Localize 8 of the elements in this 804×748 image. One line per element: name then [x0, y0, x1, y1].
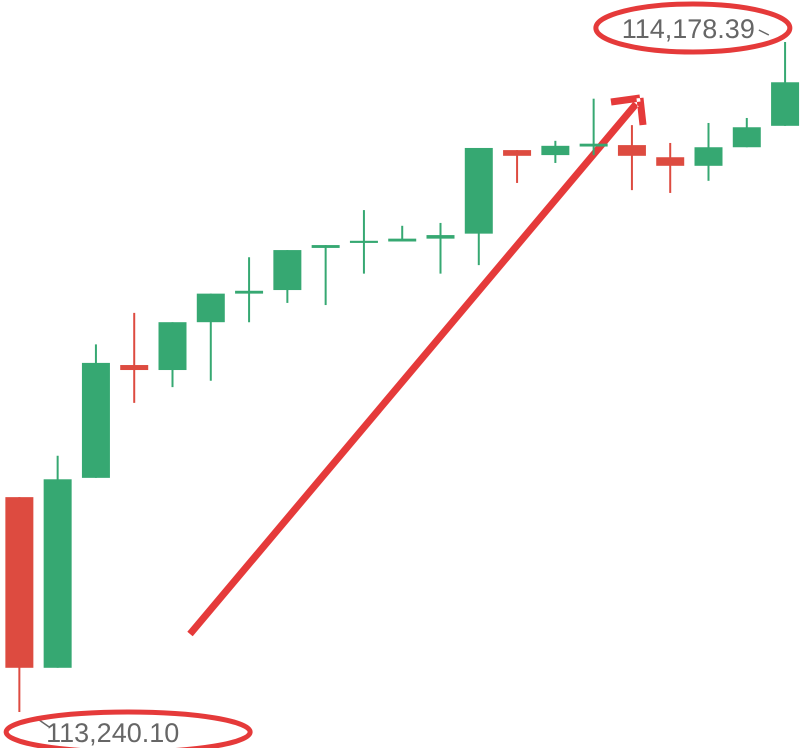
candlestick — [350, 209, 378, 275]
candlestick — [312, 244, 340, 306]
annotation: 114,178.39 — [622, 14, 755, 44]
candlestick — [580, 98, 608, 156]
candlestick — [426, 222, 455, 275]
candlestick — [388, 224, 416, 243]
text: 113,240.10 — [46, 718, 180, 748]
candlestick — [120, 312, 148, 404]
